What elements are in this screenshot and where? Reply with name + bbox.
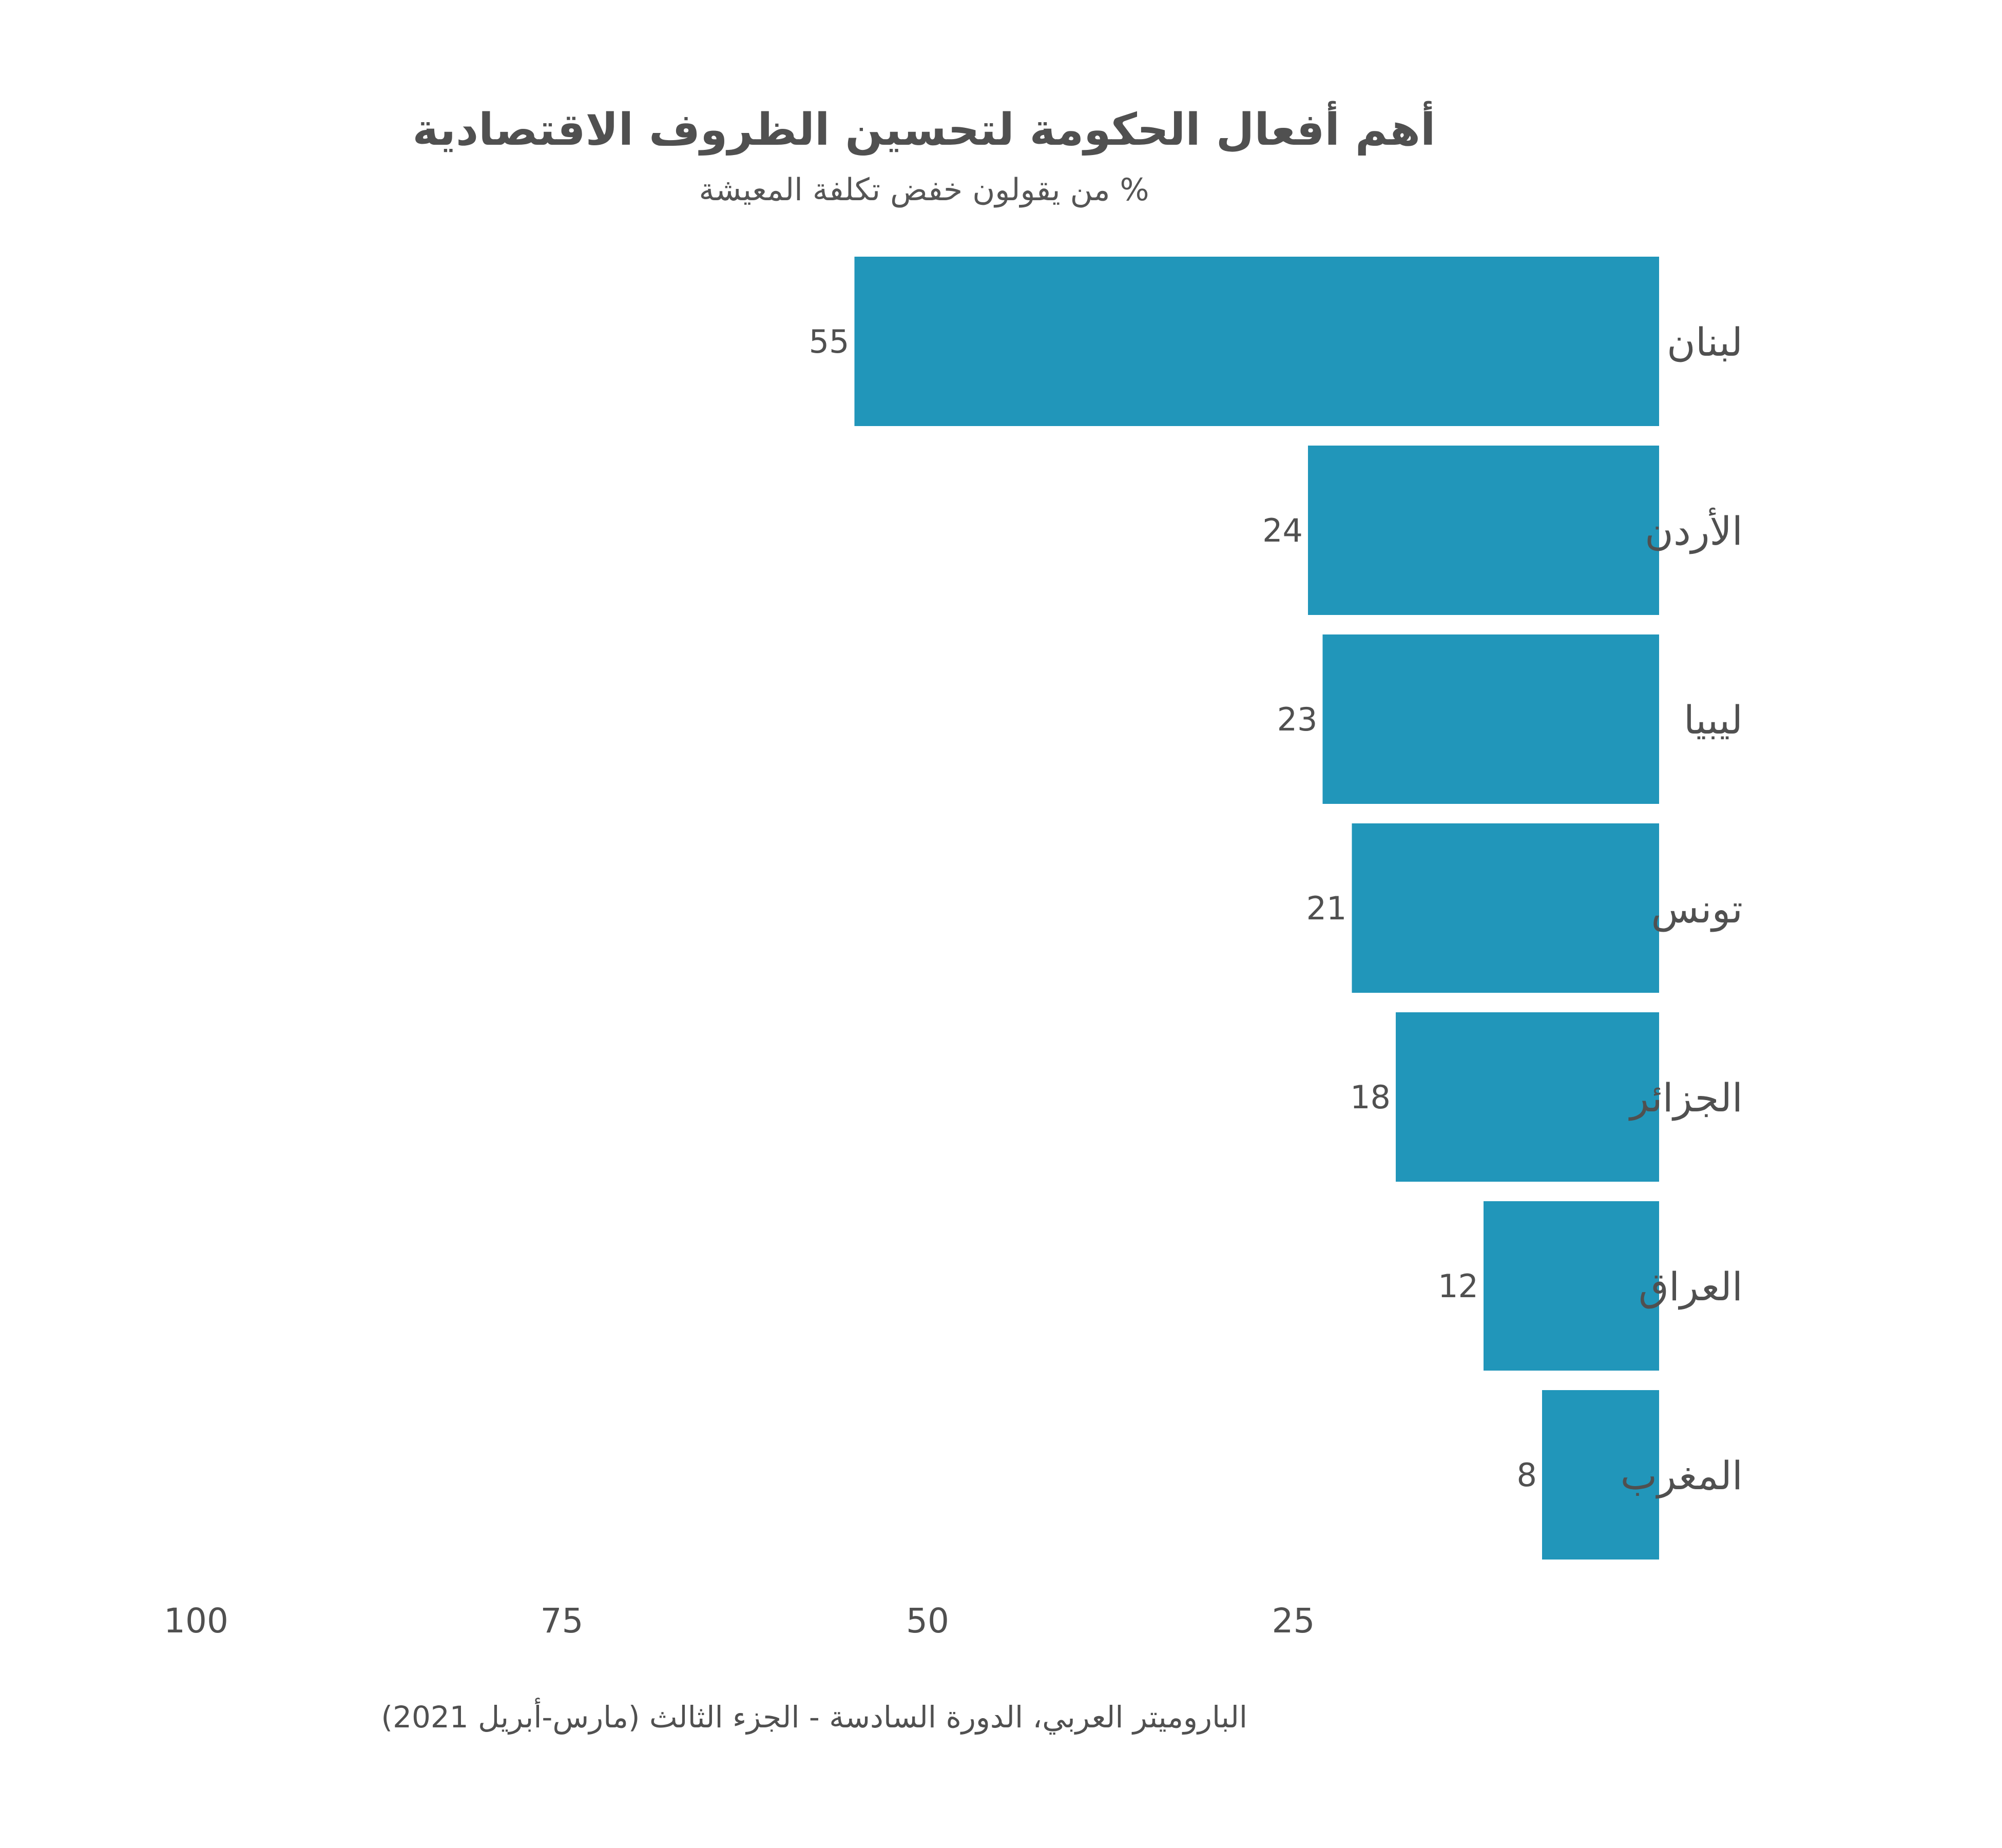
category-label: المغرب bbox=[1621, 1453, 1743, 1499]
bar-2 bbox=[1322, 634, 1659, 804]
bar-value-label: 12 bbox=[1438, 1267, 1478, 1305]
x-axis-ticks: 100 75 50 25 bbox=[164, 1601, 1315, 1641]
x-tick-label: 100 bbox=[164, 1601, 228, 1641]
chart-subtitle: % من يقولون خفض تكلفة المعيشة bbox=[699, 172, 1149, 208]
category-label: الجزائر bbox=[1628, 1075, 1743, 1121]
x-tick-label: 50 bbox=[906, 1601, 949, 1641]
x-tick-label: 25 bbox=[1272, 1601, 1315, 1641]
source-note: الباروميتر العربي، الدورة السادسة - الجز… bbox=[381, 1698, 1247, 1735]
bar-value-label: 8 bbox=[1517, 1456, 1537, 1494]
bar-1 bbox=[1308, 446, 1659, 615]
category-label: الأردن bbox=[1645, 508, 1743, 554]
category-label: تونس bbox=[1651, 886, 1743, 932]
chart-title: أهم أفعال الحكومة لتحسين الظروف الاقتصاد… bbox=[413, 101, 1436, 156]
category-label: لبنان bbox=[1667, 319, 1743, 365]
bar-value-label: 23 bbox=[1277, 701, 1318, 738]
bar-6 bbox=[1542, 1390, 1659, 1560]
bar-0 bbox=[854, 257, 1659, 426]
bar-5 bbox=[1484, 1201, 1659, 1371]
bar-value-label: 24 bbox=[1262, 512, 1303, 549]
bars-group: 55 لبنان 24 الأردن 23 ليبيا 21 تونس 18 الجزائر 12 ا… bbox=[809, 257, 1743, 1560]
category-label: العراق bbox=[1639, 1264, 1743, 1310]
category-label: ليبيا bbox=[1684, 697, 1743, 743]
bar-value-label: 18 bbox=[1350, 1079, 1391, 1116]
bar-value-label: 21 bbox=[1306, 890, 1347, 927]
bar-3 bbox=[1352, 823, 1659, 993]
bar-4 bbox=[1396, 1012, 1659, 1182]
x-tick-label: 75 bbox=[541, 1601, 584, 1641]
bar-value-label: 55 bbox=[809, 323, 850, 360]
